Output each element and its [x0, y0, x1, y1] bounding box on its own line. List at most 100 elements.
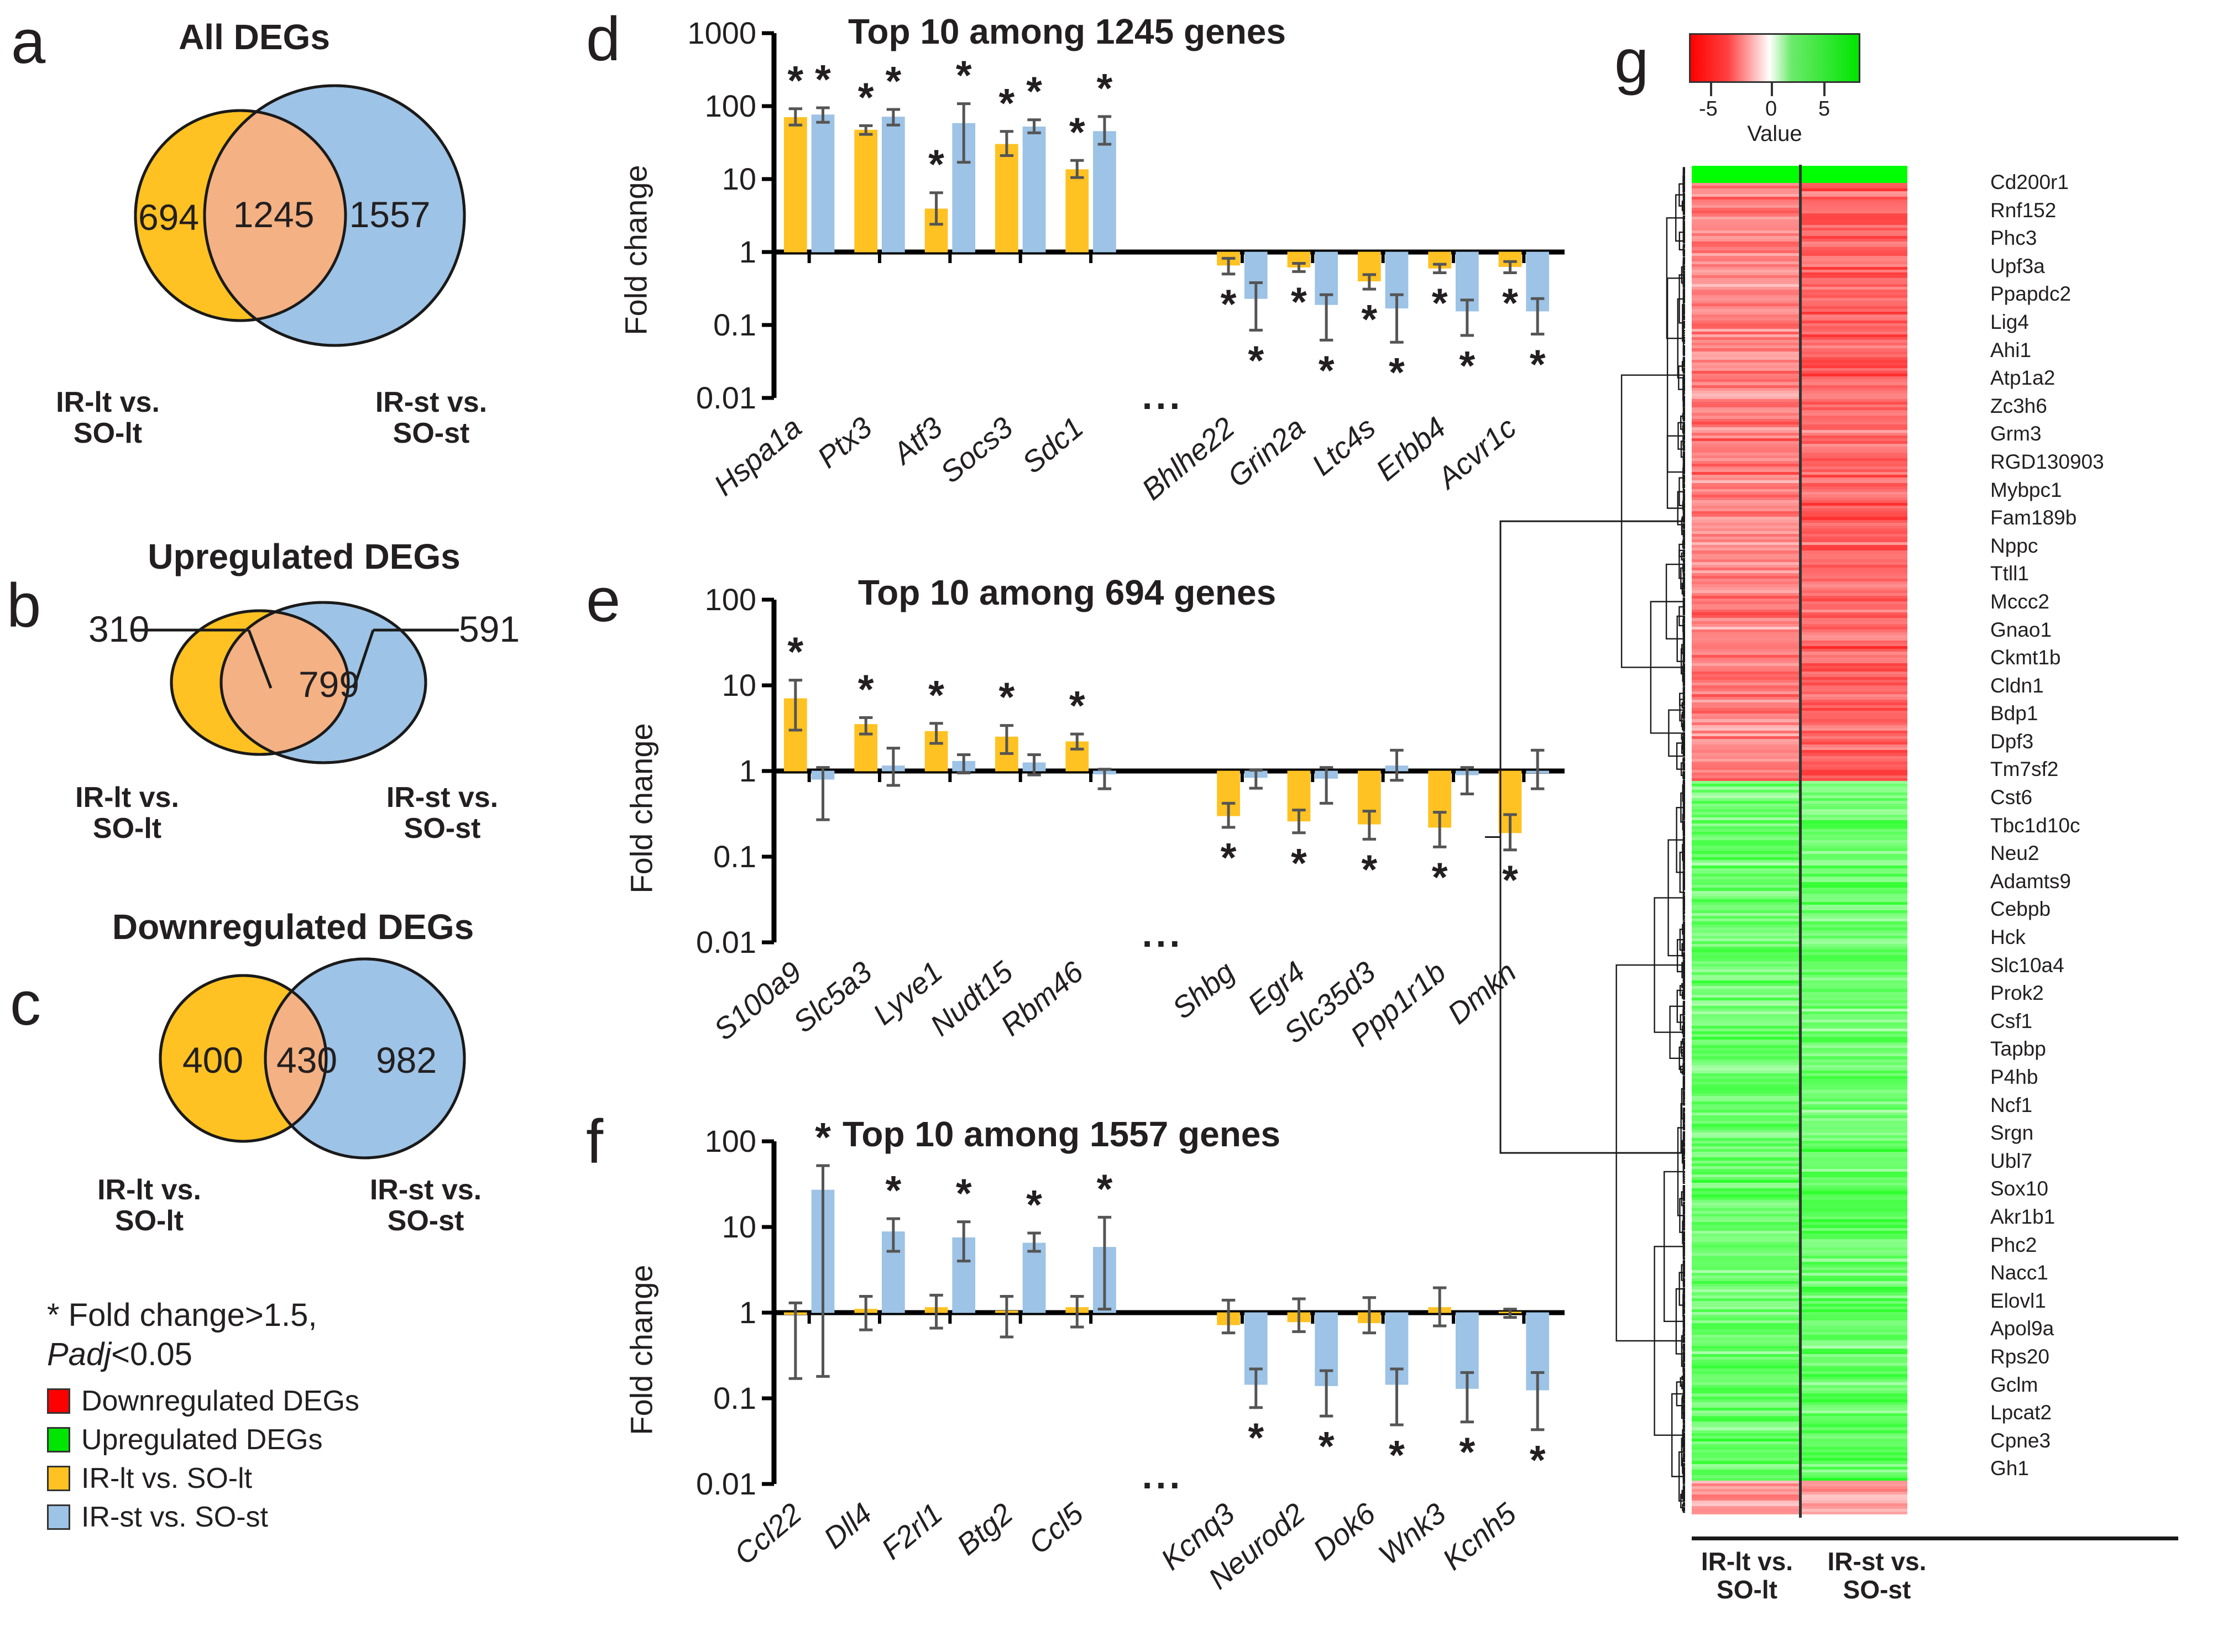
heatmap-row — [1692, 1447, 1907, 1450]
heatmap-row — [1692, 455, 1907, 459]
panel-e: e Top 10 among 694 genes Fold change 0.0… — [580, 553, 1614, 1105]
x-axis-gene-label: Socs3 — [934, 411, 1019, 489]
heatmap-row — [1692, 1236, 1907, 1240]
heatmap-row — [1692, 463, 1907, 467]
heatmap-cell — [1692, 1351, 1799, 1355]
heatmap-row — [1692, 916, 1907, 919]
heatmap-row — [1692, 817, 1907, 821]
heatmap-cell — [1800, 579, 1907, 582]
heatmap-cell — [1800, 983, 1907, 987]
heatmap-cell — [1692, 1053, 1799, 1057]
heatmap-row — [1692, 193, 1907, 197]
heatmap-cell — [1692, 233, 1799, 237]
heatmap-row — [1692, 1230, 1907, 1234]
heatmap-cell — [1800, 174, 1907, 177]
heatmap-cell — [1692, 1258, 1799, 1262]
heatmap-row — [1692, 1121, 1907, 1124]
heatmap-cell — [1692, 188, 1799, 192]
heatmap-row — [1692, 182, 1907, 186]
heatmap-cell — [1800, 1399, 1907, 1403]
significance-asterisk: * — [815, 1114, 831, 1160]
heatmap-row — [1692, 969, 1907, 973]
heatmap-cell — [1692, 537, 1799, 540]
heatmap-cell — [1800, 969, 1907, 973]
heatmap-row — [1692, 1346, 1907, 1349]
heatmap-row — [1692, 899, 1907, 903]
bar — [1022, 126, 1046, 253]
heatmap-row — [1692, 1486, 1907, 1490]
heatmap-cell — [1800, 1051, 1907, 1054]
heatmap-cell — [1692, 289, 1799, 293]
heatmap-row — [1692, 1067, 1907, 1071]
heatmap-cell — [1692, 798, 1799, 801]
heatmap-cell — [1692, 877, 1799, 880]
heatmap-gene-label: Tm7sf2 — [1990, 758, 2059, 781]
heatmap-row — [1692, 286, 1907, 290]
heatmap-cell — [1692, 312, 1799, 315]
heatmap-cell — [1692, 1062, 1799, 1066]
heatmap-row — [1692, 466, 1907, 470]
heatmap-row — [1692, 545, 1907, 548]
heatmap-cell — [1800, 1267, 1907, 1271]
heatmap-row — [1692, 556, 1907, 560]
heatmap-cell — [1800, 1042, 1907, 1046]
heatmap-cell — [1692, 744, 1799, 748]
heatmap-cell — [1692, 469, 1799, 473]
heatmap-cell — [1692, 1082, 1799, 1085]
heatmap-cell — [1692, 941, 1799, 945]
y-tick-label: 0.01 — [696, 380, 756, 415]
x-axis-gene-label: Grin2a — [1221, 411, 1311, 494]
heatmap-row — [1692, 1500, 1907, 1504]
heatmap-row — [1692, 359, 1907, 363]
heatmap-cell — [1692, 870, 1799, 874]
heatmap-cell — [1692, 1009, 1799, 1012]
heatmap-cell — [1692, 725, 1799, 728]
heatmap-cell — [1692, 1267, 1799, 1271]
heatmap-row — [1692, 795, 1907, 799]
heatmap-cell — [1800, 1067, 1907, 1071]
heatmap-cell — [1800, 284, 1907, 287]
heatmap-row — [1692, 1090, 1907, 1093]
heatmap-cell — [1692, 1312, 1799, 1315]
heatmap-gene-label: Hck — [1990, 926, 2026, 949]
heatmap-row — [1692, 854, 1907, 857]
heatmap-cell — [1692, 272, 1799, 276]
significance-asterisk: * — [1389, 1432, 1405, 1478]
heatmap-row — [1692, 615, 1907, 618]
heatmap-cell — [1692, 511, 1799, 515]
heatmap-row — [1692, 769, 1907, 773]
heatmap-cell — [1692, 649, 1799, 652]
heatmap-cell — [1692, 1168, 1799, 1172]
heatmap-cell — [1800, 1503, 1907, 1507]
heatmap-row — [1692, 1118, 1907, 1121]
heatmap-cell — [1800, 1160, 1907, 1164]
heatmap-cell — [1692, 466, 1799, 470]
heatmap-cell — [1800, 994, 1907, 998]
heatmap-cell — [1800, 239, 1907, 242]
heatmap-cell — [1800, 213, 1907, 217]
heatmap-row — [1692, 1014, 1907, 1018]
colorbar-gradient — [1689, 33, 1860, 83]
heatmap-cell — [1692, 1222, 1799, 1225]
heatmap-row — [1692, 778, 1907, 782]
heatmap-cell — [1692, 908, 1799, 911]
x-axis-gene-label: Hspa1a — [708, 411, 808, 502]
heatmap-cell — [1800, 1494, 1907, 1498]
heatmap-row — [1692, 196, 1907, 200]
heatmap-cell — [1800, 517, 1907, 520]
heatmap-gene-label: Gh1 — [1990, 1457, 2029, 1480]
heatmap-cell — [1692, 1481, 1799, 1484]
heatmap-row — [1692, 1171, 1907, 1175]
heatmap-cell — [1800, 224, 1907, 228]
heatmap-row — [1692, 1239, 1907, 1242]
heatmap-cell — [1692, 193, 1799, 197]
heatmap-row — [1692, 191, 1907, 195]
heatmap-row — [1692, 1144, 1907, 1147]
heatmap-cell — [1800, 1250, 1907, 1254]
heatmap-row — [1692, 1368, 1907, 1372]
heatmap-cell — [1800, 340, 1907, 343]
heatmap-cell — [1692, 1469, 1799, 1473]
figure-legend: * Fold change>1.5, Padj<0.05 Downregulat… — [47, 1296, 545, 1534]
heatmap-cell — [1800, 494, 1907, 498]
heatmap-cell — [1800, 202, 1907, 206]
